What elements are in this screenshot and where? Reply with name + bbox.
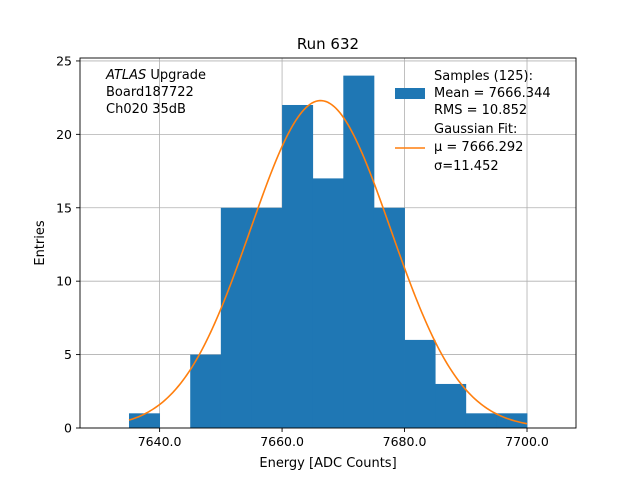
y-tick-label: 15 <box>56 200 72 215</box>
y-tick-label: 25 <box>56 53 72 68</box>
histogram-bar <box>435 383 467 428</box>
legend-samples-mean: Mean = 7666.344 <box>434 86 551 101</box>
x-tick-label: 7680.0 <box>383 434 427 449</box>
legend-samples-swatch <box>395 88 425 99</box>
x-tick-label: 7640.0 <box>138 434 182 449</box>
axis-ticks: 7640.0 7660.0 7680.0 7700.0 0 5 10 15 20 25 <box>56 53 549 449</box>
annotation-line-2: Board187722 <box>106 85 194 100</box>
annotation-line-1: ATLAS Upgrade <box>105 68 206 83</box>
legend-fit-title: Gaussian Fit: <box>434 122 517 137</box>
x-axis-label: Energy [ADC Counts] <box>259 456 396 471</box>
histogram-bar <box>220 207 252 428</box>
y-tick-label: 0 <box>64 421 72 436</box>
histogram-bar <box>251 207 283 428</box>
histogram-bar <box>404 339 436 428</box>
x-tick-label: 7660.0 <box>260 434 304 449</box>
legend: Samples (125): Mean = 7666.344 RMS = 10.… <box>395 69 551 174</box>
legend-samples-rms: RMS = 10.852 <box>434 103 527 118</box>
x-tick-label: 7700.0 <box>505 434 549 449</box>
gaussian-fit-curve <box>128 99 528 425</box>
y-tick-label: 20 <box>56 127 72 142</box>
legend-samples-title: Samples (125): <box>434 69 533 84</box>
histogram-bar <box>343 75 375 428</box>
histogram-bar <box>282 104 314 428</box>
plot-frame <box>79 57 577 429</box>
histogram-bar <box>373 207 405 428</box>
histogram-bar <box>465 413 497 428</box>
annotation-upgrade: Upgrade <box>146 68 206 83</box>
legend-fit-sigma: σ=11.452 <box>434 159 499 174</box>
y-tick-label: 10 <box>56 274 72 289</box>
histogram-bar <box>190 354 222 428</box>
histogram-bars <box>128 75 528 428</box>
histogram-bar <box>128 413 161 428</box>
y-tick-label: 5 <box>64 347 72 362</box>
chart-title: Run 632 <box>297 35 359 53</box>
annotation-atlas: ATLAS <box>105 68 146 83</box>
annotation-line-3: Ch020 35dB <box>106 102 186 117</box>
histogram-bar <box>312 178 344 428</box>
atlas-annotation: ATLAS Upgrade Board187722 Ch020 35dB <box>105 68 206 117</box>
y-axis-label: Entries <box>33 220 48 266</box>
legend-fit-mu: μ = 7666.292 <box>434 140 523 155</box>
